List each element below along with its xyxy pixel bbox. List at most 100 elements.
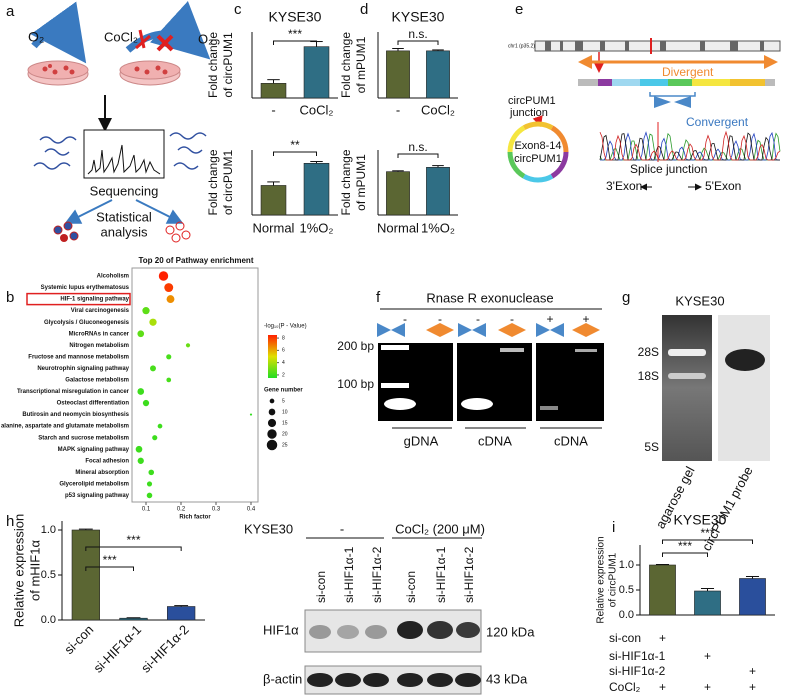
bar	[694, 590, 721, 616]
gel	[457, 343, 532, 421]
y-tick-label: Butirosin and neomycin biosynthesis	[22, 412, 129, 418]
cross	[135, 29, 151, 50]
group-label: cDNA	[554, 433, 588, 448]
significance-label: ***	[126, 533, 140, 547]
group-label: gDNA	[404, 433, 439, 448]
legend-dot	[269, 398, 275, 404]
significance-bracket	[397, 153, 439, 158]
chart-title: Top 20 of Pathway enrichment	[139, 256, 254, 265]
panel-letter: h	[6, 513, 14, 530]
lane-label: si-HIF1α-2	[462, 546, 476, 603]
y-axis-label: of mPUM1	[354, 36, 368, 93]
band	[384, 398, 416, 410]
blot	[304, 609, 482, 653]
chart-title: KYSE30	[392, 9, 445, 25]
panel-letter: a	[6, 3, 15, 20]
arrowhead	[578, 55, 592, 69]
x-tick-label: -	[396, 102, 400, 117]
panel-letter: f	[376, 289, 381, 306]
y-tick-label: p53 signaling pathway	[65, 493, 130, 499]
protein-label: HIF1α	[263, 622, 299, 637]
x-tick-label: 1%O₂	[421, 220, 455, 235]
marker-label: 100 bp	[337, 377, 374, 391]
y-tick-label: Alcoholism	[97, 274, 129, 280]
dot	[158, 271, 169, 281]
y-tick-label: MAPK signaling pathway	[58, 447, 130, 453]
label: Sequencing	[90, 183, 159, 198]
legend-dot	[266, 439, 278, 451]
significance-bracket	[662, 552, 708, 557]
legend-title: Gene number	[264, 388, 303, 394]
legend-label: 15	[282, 420, 288, 426]
dish	[119, 60, 181, 80]
x-tick-label: Normal	[377, 220, 419, 235]
panel-f: Rnase R exonuclease - - - - + + 200 bp 1…	[337, 290, 604, 448]
y-axis-label: Fold change	[339, 32, 353, 98]
group-label: -	[340, 521, 344, 536]
x-tick-label: 0.1	[142, 507, 151, 513]
label: 5'Exon	[705, 179, 741, 193]
y-tick-label: 0.0	[619, 609, 634, 621]
dot	[249, 413, 253, 416]
bracket	[649, 92, 696, 97]
legend-label: 20	[282, 431, 288, 437]
panel-letter: g	[622, 289, 630, 306]
bar	[260, 185, 287, 216]
y-tick-label: Starch and sucrose metabolism	[38, 435, 129, 441]
band	[725, 349, 765, 371]
x-tick-label: 0.3	[212, 507, 221, 513]
y-tick-label: Transcriptional misregulation in cancer	[17, 389, 130, 395]
protein-label: β-actin	[263, 671, 302, 686]
exon-bar	[578, 79, 775, 86]
bar	[426, 167, 450, 216]
western-blot: KYSE30 - CoCl₂ (200 μM) si-con si-HIF1α-…	[244, 521, 535, 695]
significance-bracket	[662, 539, 753, 544]
y-tick-label: Mineral absorption	[75, 470, 129, 476]
cells	[42, 64, 75, 75]
legend-label: 10	[282, 409, 288, 415]
lane-label: si-HIF1α-1	[342, 546, 356, 603]
y-tick-label: 0.0	[41, 614, 56, 626]
legend-dot	[268, 408, 276, 416]
arrow	[125, 1, 211, 60]
band	[668, 373, 706, 379]
colorbar	[268, 335, 277, 378]
label: circPUM1	[514, 153, 562, 165]
lane-label: si-con	[314, 571, 328, 603]
band	[461, 398, 493, 410]
bar	[119, 617, 148, 621]
highlight-box	[26, 292, 131, 306]
bar	[71, 529, 100, 621]
label: analysis	[101, 224, 148, 239]
lane-label: si-HIF1α-1	[434, 546, 448, 603]
y-tick-label: Neurotrophin signaling pathway	[37, 366, 129, 372]
significance-label: **	[290, 138, 300, 152]
ladder-band	[381, 383, 409, 388]
panel-letter: d	[360, 1, 368, 18]
treatment: -	[438, 312, 442, 326]
band	[500, 348, 524, 352]
bar	[303, 162, 330, 216]
lane-label: si-con	[404, 571, 418, 603]
y-tick-label: Viral carcinogenesis	[71, 308, 130, 314]
band-label: 5S	[644, 440, 659, 454]
significance-label: ***	[103, 553, 117, 567]
condition-mark: +	[659, 631, 666, 645]
y-tick-label: MicroRNAs in cancer	[69, 331, 130, 337]
x-tick-label: CoCl₂	[421, 102, 455, 117]
label: chr1 (p35.2)	[508, 43, 535, 49]
treatment: -	[510, 312, 514, 326]
x-tick-label: 1%O₂	[300, 220, 334, 235]
y-tick-label: 0.5	[619, 584, 634, 596]
y-tick-label: 1.0	[619, 559, 634, 571]
legend-label: 5	[282, 398, 285, 404]
y-tick-label: Nitrogen metabolism	[69, 343, 129, 349]
significance-label: ***	[678, 539, 692, 553]
y-axis-label: Fold change	[339, 149, 353, 215]
significance-label: ***	[288, 27, 302, 41]
y-axis-label: of circPUM1	[221, 150, 235, 216]
label: Convergent	[686, 115, 749, 129]
condition-mark: +	[704, 680, 711, 694]
dot	[149, 318, 157, 326]
circrna	[507, 121, 569, 183]
